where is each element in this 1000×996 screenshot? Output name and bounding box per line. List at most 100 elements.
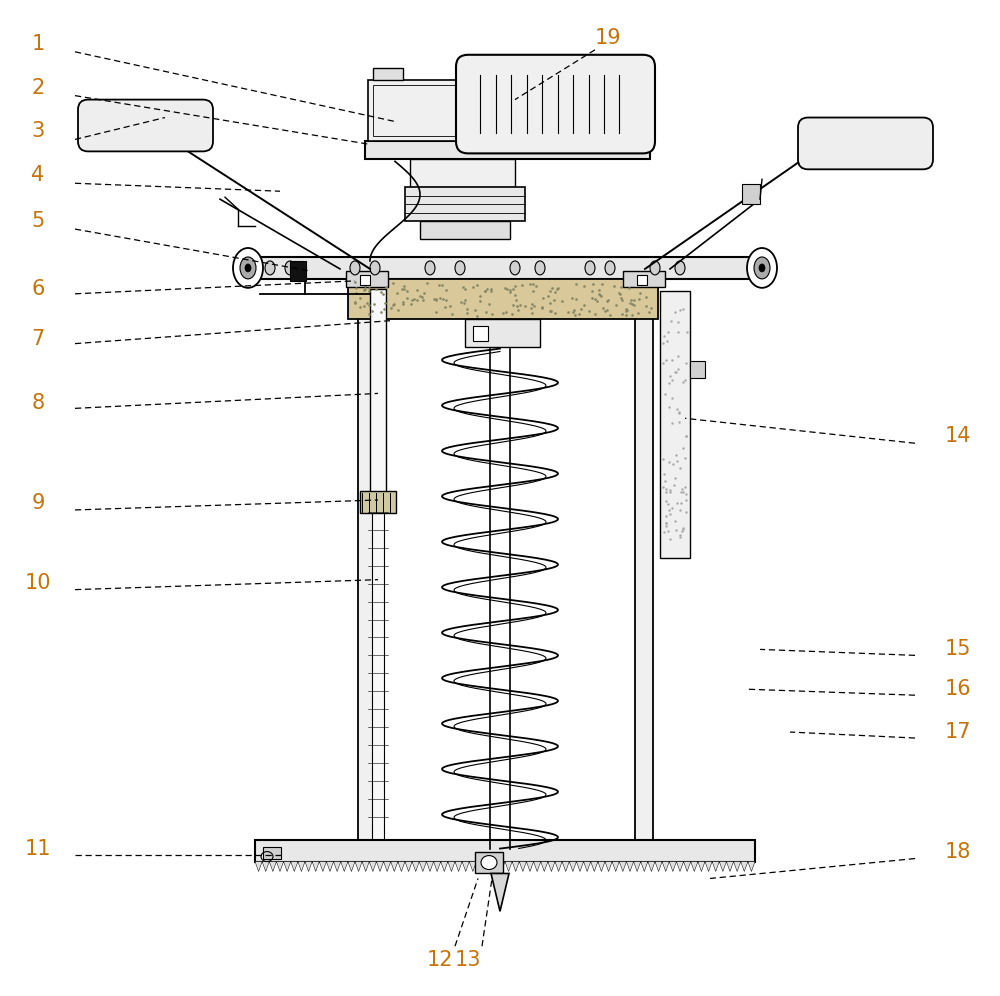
Ellipse shape — [754, 257, 770, 279]
Polygon shape — [376, 862, 384, 872]
Ellipse shape — [350, 261, 360, 275]
Ellipse shape — [425, 261, 435, 275]
Bar — [660, 291, 690, 558]
Polygon shape — [705, 862, 712, 872]
Ellipse shape — [650, 261, 660, 275]
Polygon shape — [426, 862, 434, 872]
Polygon shape — [398, 862, 405, 872]
Text: 14: 14 — [945, 426, 971, 446]
Polygon shape — [698, 862, 705, 872]
Bar — [360, 491, 396, 513]
Text: 11: 11 — [25, 839, 51, 859]
Text: 12: 12 — [427, 950, 453, 970]
Bar — [473, 326, 488, 341]
Bar — [365, 141, 650, 159]
Polygon shape — [462, 862, 469, 872]
Text: 8: 8 — [31, 393, 45, 413]
Text: 15: 15 — [945, 639, 971, 659]
Bar — [290, 261, 306, 281]
Polygon shape — [369, 862, 376, 872]
Polygon shape — [476, 862, 484, 872]
Bar — [410, 159, 515, 187]
Polygon shape — [469, 862, 476, 872]
Polygon shape — [512, 862, 519, 872]
Text: 17: 17 — [945, 722, 971, 742]
Text: 13: 13 — [455, 950, 481, 970]
Text: 18: 18 — [945, 842, 971, 862]
Ellipse shape — [675, 261, 685, 275]
Polygon shape — [576, 862, 584, 872]
Polygon shape — [519, 862, 526, 872]
Polygon shape — [548, 862, 555, 872]
Polygon shape — [605, 862, 612, 872]
Polygon shape — [269, 862, 276, 872]
Polygon shape — [591, 862, 598, 872]
Polygon shape — [555, 862, 562, 872]
Polygon shape — [455, 862, 462, 872]
Text: 6: 6 — [31, 279, 45, 299]
Ellipse shape — [535, 261, 545, 275]
Bar — [346, 271, 388, 287]
FancyBboxPatch shape — [78, 100, 213, 151]
Text: 10: 10 — [25, 573, 51, 593]
Ellipse shape — [265, 261, 275, 275]
Bar — [372, 508, 384, 845]
Polygon shape — [341, 862, 348, 872]
Polygon shape — [562, 862, 569, 872]
Ellipse shape — [455, 261, 465, 275]
Ellipse shape — [605, 261, 615, 275]
Text: 5: 5 — [31, 211, 45, 231]
Polygon shape — [612, 862, 619, 872]
Ellipse shape — [370, 261, 380, 275]
Polygon shape — [384, 862, 391, 872]
Text: 2: 2 — [31, 78, 45, 98]
Polygon shape — [284, 862, 291, 872]
Polygon shape — [319, 862, 326, 872]
Bar — [373, 85, 463, 136]
Polygon shape — [441, 862, 448, 872]
Polygon shape — [505, 862, 512, 872]
Polygon shape — [491, 873, 509, 911]
Polygon shape — [262, 862, 269, 872]
Polygon shape — [598, 862, 605, 872]
Polygon shape — [719, 862, 726, 872]
Bar — [263, 847, 281, 859]
Bar — [368, 80, 468, 141]
Polygon shape — [434, 862, 441, 872]
Polygon shape — [662, 862, 669, 872]
Polygon shape — [641, 862, 648, 872]
Polygon shape — [312, 862, 319, 872]
Bar — [255, 840, 755, 862]
Polygon shape — [334, 862, 341, 872]
Polygon shape — [569, 862, 576, 872]
Polygon shape — [655, 862, 662, 872]
Bar — [742, 184, 760, 204]
Polygon shape — [391, 862, 398, 872]
Bar — [358, 279, 376, 849]
Polygon shape — [676, 862, 684, 872]
Polygon shape — [648, 862, 655, 872]
Bar — [623, 271, 665, 287]
Polygon shape — [448, 862, 455, 872]
Polygon shape — [305, 862, 312, 872]
Bar — [475, 852, 503, 873]
Polygon shape — [741, 862, 748, 872]
Text: 3: 3 — [31, 122, 45, 141]
Text: 7: 7 — [31, 329, 45, 349]
Text: 19: 19 — [595, 28, 621, 48]
Polygon shape — [584, 862, 591, 872]
Bar — [240, 257, 770, 279]
Polygon shape — [348, 862, 355, 872]
Polygon shape — [748, 862, 755, 872]
Polygon shape — [491, 862, 498, 872]
Polygon shape — [734, 862, 741, 872]
Polygon shape — [669, 862, 676, 872]
Ellipse shape — [245, 264, 251, 272]
Polygon shape — [541, 862, 548, 872]
Ellipse shape — [240, 257, 256, 279]
Bar — [420, 221, 510, 239]
Ellipse shape — [481, 856, 497, 870]
Polygon shape — [326, 862, 334, 872]
Polygon shape — [362, 862, 369, 872]
Polygon shape — [298, 862, 305, 872]
